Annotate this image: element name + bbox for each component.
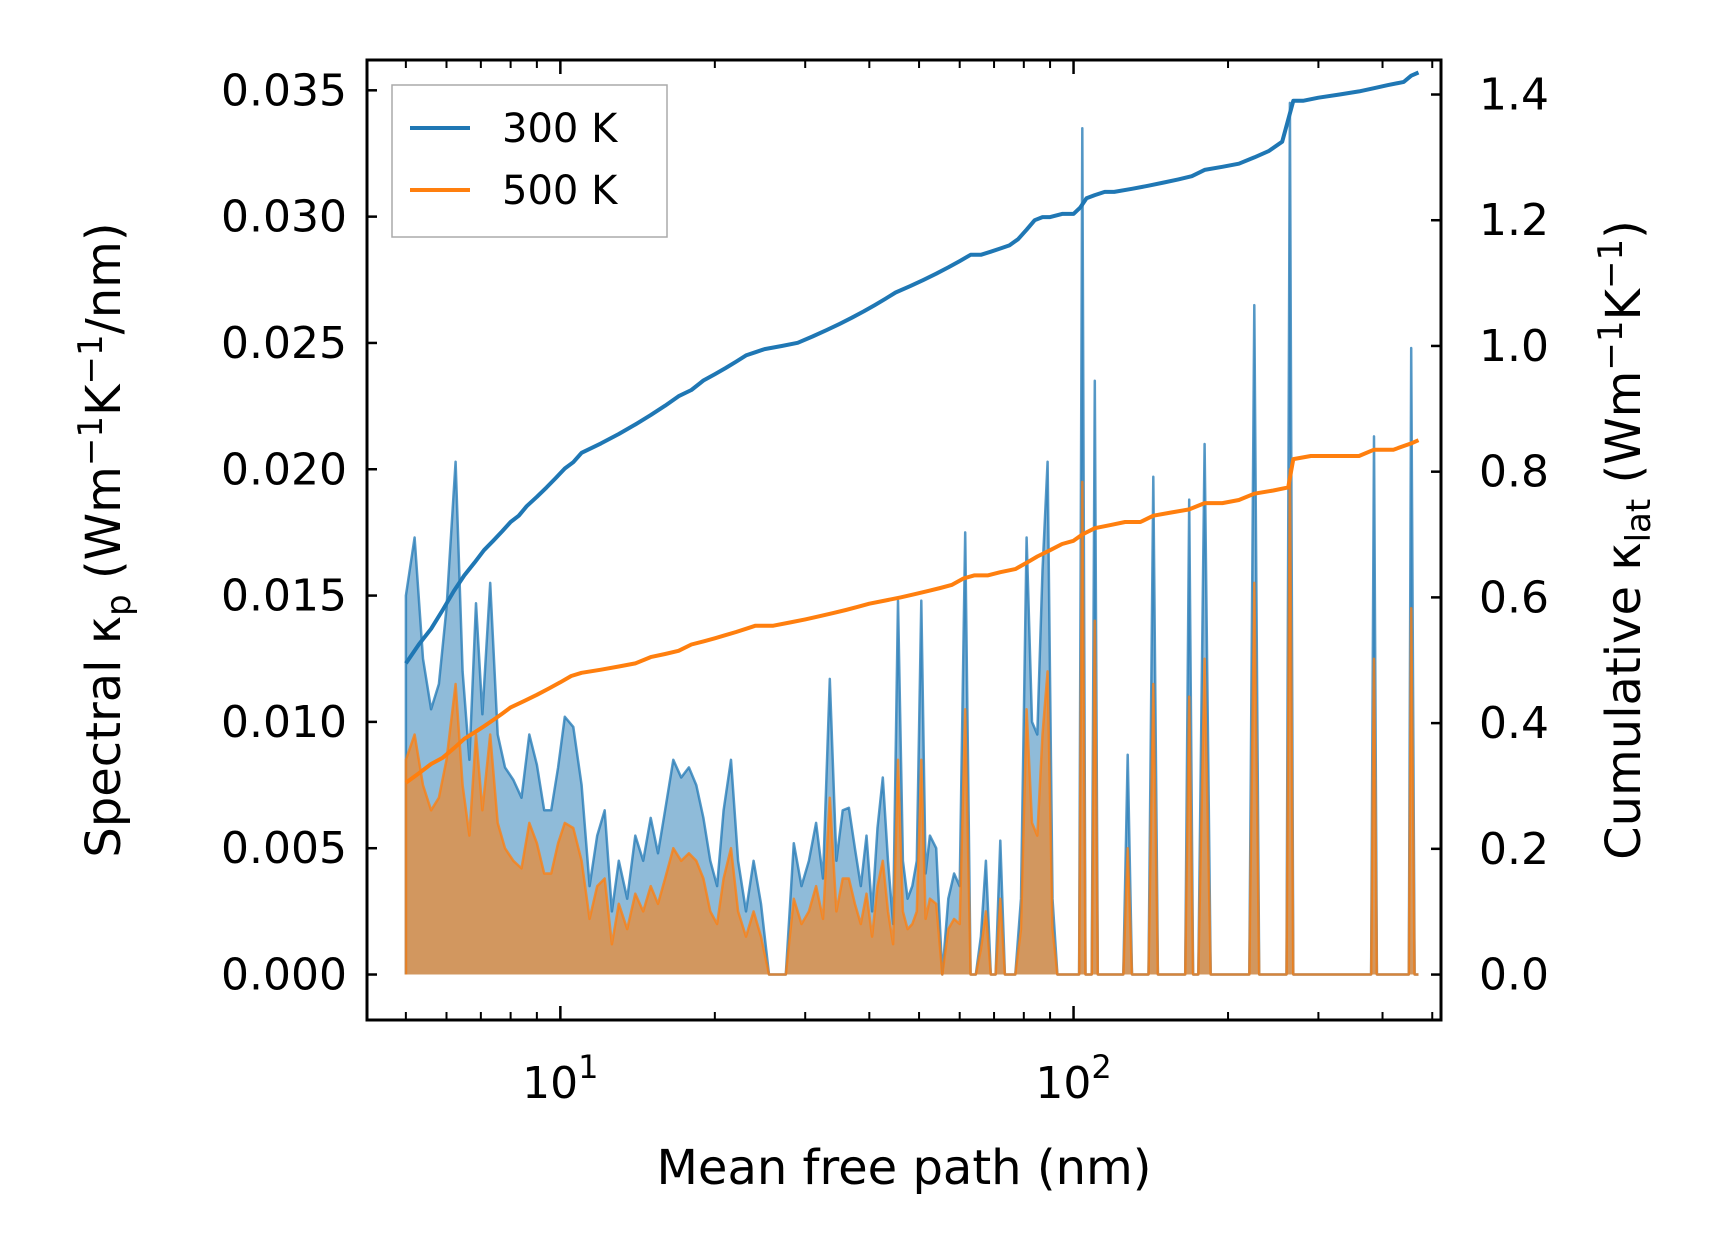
y-left-tick-label: 0.030 [221,192,347,243]
spectral-area-500k [405,469,1419,975]
x-tick-label: 102 [1035,1048,1111,1109]
cumulative-line-500k [404,438,1420,785]
y-right-tick-label: 1.2 [1479,195,1549,246]
legend-label-300k: 300 K [502,106,619,152]
legend-label-500k: 500 K [502,168,619,214]
y-axis-left-title: Spectral κp (Wm−1K−1/nm) [71,222,139,857]
y-left-tick-label: 0.005 [221,823,347,874]
y-right-tick-label: 0.4 [1479,698,1549,749]
y-left-tick-label: 0.000 [221,950,347,1001]
plot-frame [365,58,1443,1022]
legend-box [391,84,668,238]
x-axis-title: Mean free path (nm) [657,1140,1152,1196]
y-axis-right-title: Cumulative κlat (Wm−1K−1) [1591,220,1659,860]
y-right-tick-label: 0.0 [1479,950,1549,1001]
y-left-tick-label: 0.020 [221,444,347,495]
legend: 300 K 500 K [391,84,668,238]
y-right-tick-label: 0.6 [1479,572,1549,623]
y-left-tick-label: 0.025 [221,318,347,369]
plot-area [404,70,1420,976]
y-right-tick-label: 1.0 [1479,321,1549,372]
y-left-tick-label: 0.035 [221,65,347,116]
spectral-line-500k [404,468,1419,976]
ticks-layer: 0.000 0.005 0.010 0.015 0.020 0.025 0.030 0.035… [221,60,1549,1109]
y-left-tick-label: 0.015 [221,571,347,622]
y-right-tick-label: 0.2 [1479,824,1549,875]
cumulative-line-300k [404,70,1420,665]
y-left-tick-label: 0.010 [221,697,347,748]
x-tick-label: 101 [522,1048,598,1109]
y-right-tick-label: 1.4 [1479,70,1549,121]
y-right-tick-label: 0.8 [1479,447,1549,498]
